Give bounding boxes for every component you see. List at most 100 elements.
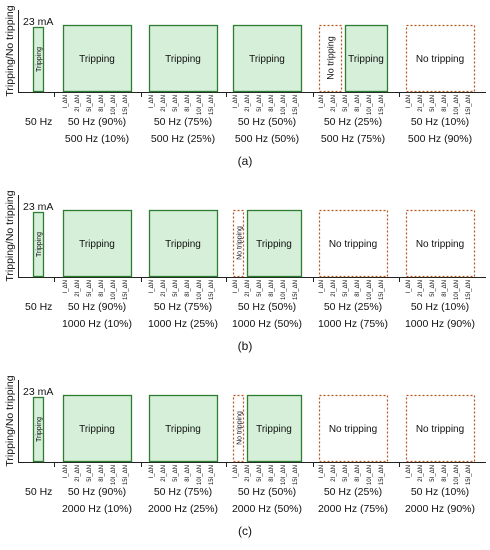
- current-label: 23 mA: [23, 201, 53, 213]
- current-multiple-tick: 8I_ΔN: [355, 280, 361, 297]
- base-trip-block-label: Tripping: [36, 47, 43, 72]
- y-axis-label: Tripping/No tripping: [4, 375, 16, 466]
- composition-line-2: 500 Hz (25%): [151, 133, 215, 145]
- current-multiple-tick: 15I_ΔN: [379, 465, 385, 485]
- composition-line-2: 500 Hz (50%): [235, 133, 299, 145]
- base-frequency-label: 50 Hz: [25, 486, 52, 498]
- current-multiple-tick: 5I_ΔN: [343, 280, 349, 297]
- current-multiple-tick: 8I_ΔN: [442, 280, 448, 297]
- composition-line-1: 50 Hz (50%): [238, 301, 296, 313]
- current-multiple-tick: 10I_ΔN: [111, 465, 117, 485]
- panel-caption: (c): [238, 524, 252, 538]
- tripping-block: [62, 209, 133, 278]
- current-multiple-tick: 8I_ΔN: [269, 280, 275, 297]
- current-multiple-tick: 5I_ΔN: [343, 465, 349, 482]
- current-multiple-tick: 15I_ΔN: [293, 95, 299, 115]
- base-trip-block: [32, 396, 45, 463]
- composition-line-1: 50 Hz (90%): [68, 486, 126, 498]
- current-multiple-tick: I_ΔN: [63, 95, 69, 108]
- no-tripping-label: No tripping: [329, 424, 377, 435]
- current-multiple-tick: 15I_ΔN: [293, 465, 299, 485]
- tripping-block: [344, 24, 389, 93]
- panel-caption: (a): [238, 154, 253, 168]
- composition-line-1: 50 Hz (10%): [411, 301, 469, 313]
- tripping-label: Tripping: [348, 54, 384, 65]
- current-multiple-tick: I_ΔN: [149, 280, 155, 293]
- tripping-block: [246, 394, 303, 463]
- composition-line-1: 50 Hz (75%): [154, 301, 212, 313]
- current-multiple-tick: 2I_ΔN: [418, 95, 424, 112]
- current-multiple-tick: 2I_ΔN: [418, 280, 424, 297]
- current-multiple-tick: 5I_ΔN: [257, 280, 263, 297]
- current-multiple-tick: 2I_ΔN: [418, 465, 424, 482]
- no-tripping-block: [232, 209, 245, 278]
- current-multiple-tick: 10I_ΔN: [111, 95, 117, 115]
- current-multiple-tick: 5I_ΔN: [87, 95, 93, 112]
- y-axis-label: Tripping/No tripping: [4, 190, 16, 281]
- current-multiple-tick: 10I_ΔN: [454, 465, 460, 485]
- group-5: No tripping I_ΔN 2I_ΔN 5I_ΔN 8I_ΔN 10I_ΔN 15I_…: [405, 24, 476, 145]
- composition-line-2: 500 Hz (75%): [321, 133, 385, 145]
- current-multiple-tick: 8I_ΔN: [355, 465, 361, 482]
- composition-line-1: 50 Hz (25%): [324, 301, 382, 313]
- current-multiple-tick: I_ΔN: [149, 95, 155, 108]
- composition-line-2: 2000 Hz (10%): [62, 503, 132, 515]
- current-multiple-tick: 2I_ΔN: [245, 95, 251, 112]
- tripping-block: [148, 209, 219, 278]
- current-multiple-tick: 2I_ΔN: [161, 465, 167, 482]
- tripping-label: Tripping: [79, 54, 115, 65]
- no-tripping-block: [405, 24, 476, 93]
- current-multiple-tick: 8I_ΔN: [442, 465, 448, 482]
- tripping-label: Tripping: [165, 54, 201, 65]
- group-3: No tripping Tripping I_ΔN 2I_ΔN 5I_ΔN 8I_ΔN 10…: [232, 394, 303, 515]
- current-multiple-tick: 5I_ΔN: [257, 465, 263, 482]
- current-multiple-tick: 10I_ΔN: [197, 95, 203, 115]
- current-multiple-tick: 15I_ΔN: [466, 465, 472, 485]
- no-tripping-block: [318, 394, 389, 463]
- current-multiple-tick: 8I_ΔN: [442, 95, 448, 112]
- current-multiple-tick: I_ΔN: [406, 280, 412, 293]
- current-multiple-tick: 15I_ΔN: [466, 280, 472, 300]
- base-trip-block: [32, 211, 45, 278]
- composition-line-2: 2000 Hz (50%): [232, 503, 302, 515]
- current-multiple-tick: 8I_ΔN: [269, 465, 275, 482]
- tripping-label: Tripping: [256, 239, 292, 250]
- composition-line-2: 1000 Hz (10%): [62, 318, 132, 330]
- no-tripping-label: No tripping: [237, 411, 244, 445]
- group-4: No tripping I_ΔN 2I_ΔN 5I_ΔN 8I_ΔN 10I_ΔN 15I_…: [318, 394, 389, 515]
- current-multiple-tick: 5I_ΔN: [343, 95, 349, 112]
- current-multiple-tick: 15I_ΔN: [209, 280, 215, 300]
- composition-line-2: 1000 Hz (75%): [318, 318, 388, 330]
- composition-line-1: 50 Hz (50%): [238, 116, 296, 128]
- composition-line-1: 50 Hz (90%): [68, 301, 126, 313]
- tripping-label: Tripping: [256, 424, 292, 435]
- current-multiple-tick: 8I_ΔN: [185, 280, 191, 297]
- current-multiple-tick: 5I_ΔN: [257, 95, 263, 112]
- current-multiple-tick: 5I_ΔN: [430, 95, 436, 112]
- composition-line-1: 50 Hz (75%): [154, 486, 212, 498]
- current-multiple-tick: 10I_ΔN: [454, 280, 460, 300]
- tripping-block: [62, 24, 133, 93]
- composition-line-2: 1000 Hz (90%): [405, 318, 475, 330]
- current-multiple-tick: I_ΔN: [319, 95, 325, 108]
- tripping-label: Tripping: [249, 54, 285, 65]
- current-multiple-tick: 5I_ΔN: [87, 280, 93, 297]
- current-multiple-tick: 15I_ΔN: [379, 95, 385, 115]
- no-tripping-block: [318, 209, 389, 278]
- composition-line-2: 2000 Hz (75%): [318, 503, 388, 515]
- group-3: No tripping Tripping I_ΔN 2I_ΔN 5I_ΔN 8I_ΔN 10…: [232, 209, 303, 330]
- current-multiple-tick: 8I_ΔN: [355, 95, 361, 112]
- current-multiple-tick: 15I_ΔN: [123, 465, 129, 485]
- panel-caption: (b): [238, 339, 253, 353]
- composition-line-2: 500 Hz (90%): [408, 133, 472, 145]
- current-multiple-tick: 2I_ΔN: [75, 280, 81, 297]
- no-tripping-label: No tripping: [416, 54, 464, 65]
- current-multiple-tick: 2I_ΔN: [245, 465, 251, 482]
- tripping-label: Tripping: [79, 239, 115, 250]
